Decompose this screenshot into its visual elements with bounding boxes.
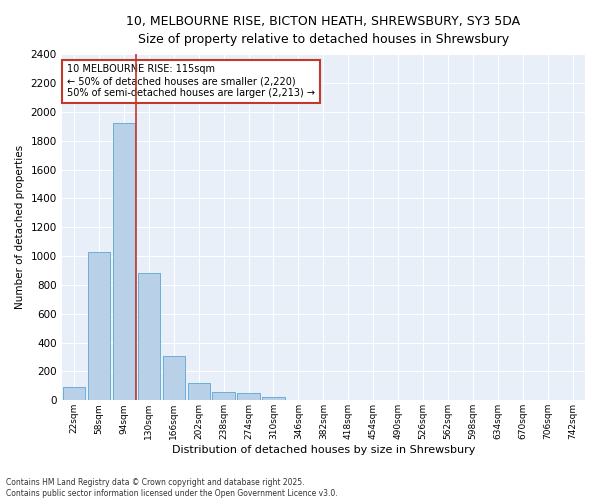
Y-axis label: Number of detached properties: Number of detached properties <box>15 145 25 310</box>
Bar <box>63 388 85 400</box>
Bar <box>188 383 210 400</box>
Bar <box>163 356 185 401</box>
Text: 10 MELBOURNE RISE: 115sqm
← 50% of detached houses are smaller (2,220)
50% of se: 10 MELBOURNE RISE: 115sqm ← 50% of detac… <box>67 64 315 98</box>
Bar <box>113 124 135 400</box>
Bar <box>262 396 285 400</box>
Bar <box>212 392 235 400</box>
Title: 10, MELBOURNE RISE, BICTON HEATH, SHREWSBURY, SY3 5DA
Size of property relative : 10, MELBOURNE RISE, BICTON HEATH, SHREWS… <box>126 15 520 46</box>
Bar <box>137 274 160 400</box>
Text: Contains HM Land Registry data © Crown copyright and database right 2025.
Contai: Contains HM Land Registry data © Crown c… <box>6 478 338 498</box>
Bar <box>238 393 260 400</box>
Bar <box>88 252 110 400</box>
X-axis label: Distribution of detached houses by size in Shrewsbury: Distribution of detached houses by size … <box>172 445 475 455</box>
